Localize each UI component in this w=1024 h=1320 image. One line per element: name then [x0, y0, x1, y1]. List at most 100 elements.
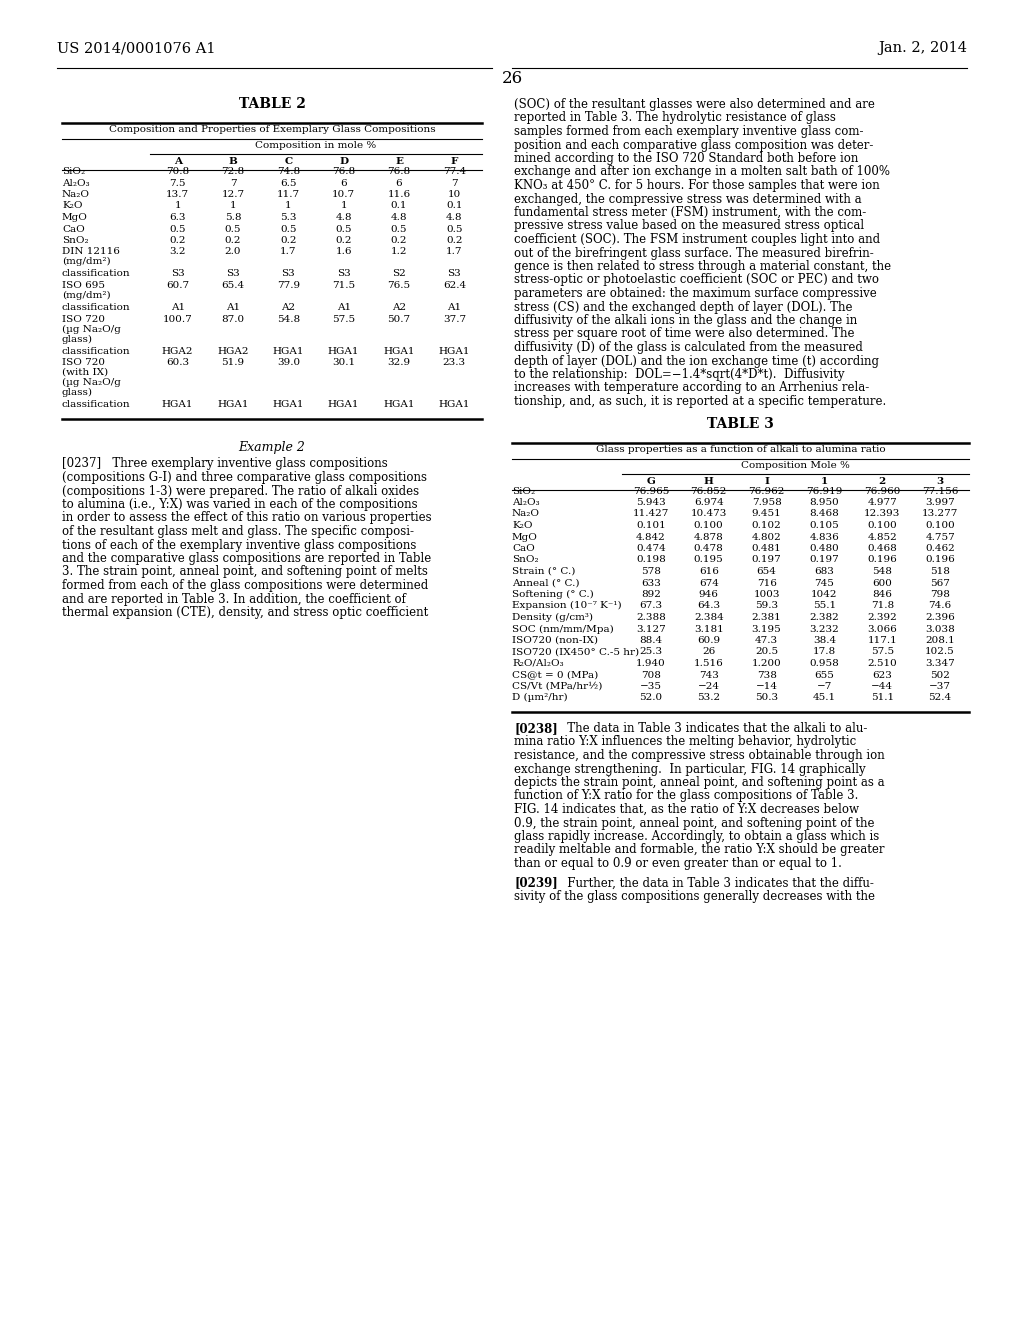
Text: depicts the strain point, anneal point, and softening point as a: depicts the strain point, anneal point, … [514, 776, 885, 789]
Text: 1.2: 1.2 [391, 248, 408, 256]
Text: 0.105: 0.105 [810, 521, 840, 531]
Text: 76.962: 76.962 [749, 487, 784, 495]
Text: [0239]: [0239] [514, 876, 558, 890]
Text: reported in Table 3. The hydrolytic resistance of glass: reported in Table 3. The hydrolytic resi… [514, 111, 836, 124]
Text: 3.195: 3.195 [752, 624, 781, 634]
Text: ISO 720: ISO 720 [62, 314, 105, 323]
Text: [0238]: [0238] [514, 722, 558, 735]
Text: ISO720 (non-IX): ISO720 (non-IX) [512, 636, 598, 645]
Text: 51.1: 51.1 [870, 693, 894, 702]
Text: 67.3: 67.3 [639, 602, 663, 610]
Text: 100.7: 100.7 [163, 314, 193, 323]
Text: 0.196: 0.196 [926, 556, 955, 565]
Text: 0.100: 0.100 [867, 521, 897, 531]
Text: Na₂O: Na₂O [512, 510, 540, 519]
Text: 71.5: 71.5 [332, 281, 355, 290]
Text: 76.8: 76.8 [387, 168, 411, 176]
Text: sivity of the glass compositions generally decreases with the: sivity of the glass compositions general… [514, 890, 874, 903]
Text: HGA1: HGA1 [438, 346, 470, 355]
Text: FIG. 14 indicates that, as the ratio of Y:X decreases below: FIG. 14 indicates that, as the ratio of … [514, 803, 859, 816]
Text: 26: 26 [502, 70, 522, 87]
Text: resistance, and the compressive stress obtainable through ion: resistance, and the compressive stress o… [514, 748, 885, 762]
Text: 654: 654 [757, 568, 776, 576]
Text: 77.9: 77.9 [276, 281, 300, 290]
Text: 62.4: 62.4 [442, 281, 466, 290]
Text: position and each comparative glass composition was deter-: position and each comparative glass comp… [514, 139, 873, 152]
Text: classification: classification [62, 269, 131, 279]
Text: −7: −7 [817, 682, 833, 690]
Text: 102.5: 102.5 [926, 648, 955, 656]
Text: 55.1: 55.1 [813, 602, 836, 610]
Text: Density (g/cm³): Density (g/cm³) [512, 612, 593, 622]
Text: 745: 745 [814, 578, 835, 587]
Text: 3: 3 [937, 477, 944, 486]
Text: 1.6: 1.6 [336, 248, 352, 256]
Text: 0.5: 0.5 [336, 224, 352, 234]
Text: 633: 633 [641, 578, 660, 587]
Text: 57.5: 57.5 [332, 314, 355, 323]
Text: 0.5: 0.5 [169, 224, 186, 234]
Text: 11.7: 11.7 [276, 190, 300, 199]
Text: 76.919: 76.919 [806, 487, 843, 495]
Text: 2.392: 2.392 [867, 612, 897, 622]
Text: CaO: CaO [512, 544, 535, 553]
Text: 846: 846 [872, 590, 892, 599]
Text: KNO₃ at 450° C. for 5 hours. For those samples that were ion: KNO₃ at 450° C. for 5 hours. For those s… [514, 180, 880, 191]
Text: than or equal to 0.9 or even greater than or equal to 1.: than or equal to 0.9 or even greater tha… [514, 857, 842, 870]
Text: 3.127: 3.127 [636, 624, 666, 634]
Text: 1: 1 [340, 202, 347, 210]
Text: 8.468: 8.468 [810, 510, 840, 519]
Text: 1: 1 [229, 202, 237, 210]
Text: 8.950: 8.950 [810, 498, 840, 507]
Text: 5.8: 5.8 [224, 213, 242, 222]
Text: K₂O: K₂O [62, 202, 83, 210]
Text: Composition and Properties of Exemplary Glass Compositions: Composition and Properties of Exemplary … [109, 125, 435, 135]
Text: 6: 6 [340, 178, 347, 187]
Text: classification: classification [62, 304, 131, 312]
Text: 0.196: 0.196 [867, 556, 897, 565]
Text: 4.977: 4.977 [867, 498, 897, 507]
Text: 6.5: 6.5 [281, 178, 297, 187]
Text: 64.3: 64.3 [697, 602, 720, 610]
Text: 0.9, the strain point, anneal point, and softening point of the: 0.9, the strain point, anneal point, and… [514, 817, 874, 829]
Text: 0.102: 0.102 [752, 521, 781, 531]
Text: 5.943: 5.943 [636, 498, 666, 507]
Text: 3.181: 3.181 [694, 624, 724, 634]
Text: 0.2: 0.2 [281, 236, 297, 246]
Text: 7: 7 [451, 178, 458, 187]
Text: 0.100: 0.100 [926, 521, 955, 531]
Text: (µg Na₂O/g: (µg Na₂O/g [62, 378, 121, 387]
Text: 4.757: 4.757 [926, 532, 955, 541]
Text: 616: 616 [698, 568, 719, 576]
Text: Glass properties as a function of alkali to alumina ratio: Glass properties as a function of alkali… [596, 445, 886, 454]
Text: exchange strengthening.  In particular, FIG. 14 graphically: exchange strengthening. In particular, F… [514, 763, 865, 776]
Text: TABLE 3: TABLE 3 [707, 417, 774, 432]
Text: F: F [451, 157, 458, 166]
Text: 0.197: 0.197 [752, 556, 781, 565]
Text: S3: S3 [226, 269, 240, 279]
Text: ISO 720: ISO 720 [62, 358, 105, 367]
Text: HGA2: HGA2 [162, 346, 194, 355]
Text: and the comparative glass compositions are reported in Table: and the comparative glass compositions a… [62, 552, 431, 565]
Text: Further, the data in Table 3 indicates that the diffu-: Further, the data in Table 3 indicates t… [556, 876, 873, 890]
Text: thermal expansion (CTE), density, and stress optic coefficient: thermal expansion (CTE), density, and st… [62, 606, 428, 619]
Text: and are reported in Table 3. In addition, the coefficient of: and are reported in Table 3. In addition… [62, 593, 406, 606]
Text: 3.997: 3.997 [926, 498, 955, 507]
Text: 0.101: 0.101 [636, 521, 666, 531]
Text: 1: 1 [821, 477, 828, 486]
Text: A: A [174, 157, 181, 166]
Text: 12.7: 12.7 [221, 190, 245, 199]
Text: G: G [646, 477, 655, 486]
Text: HGA1: HGA1 [272, 346, 304, 355]
Text: diffusivity of the alkali ions in the glass and the change in: diffusivity of the alkali ions in the gl… [514, 314, 857, 327]
Text: 0.481: 0.481 [752, 544, 781, 553]
Text: C: C [285, 157, 293, 166]
Text: 0.5: 0.5 [446, 224, 463, 234]
Text: D (µm²/hr): D (µm²/hr) [512, 693, 567, 702]
Text: 23.3: 23.3 [442, 358, 466, 367]
Text: 76.8: 76.8 [332, 168, 355, 176]
Text: 37.7: 37.7 [442, 314, 466, 323]
Text: 502: 502 [930, 671, 950, 680]
Text: −14: −14 [756, 682, 777, 690]
Text: 518: 518 [930, 568, 950, 576]
